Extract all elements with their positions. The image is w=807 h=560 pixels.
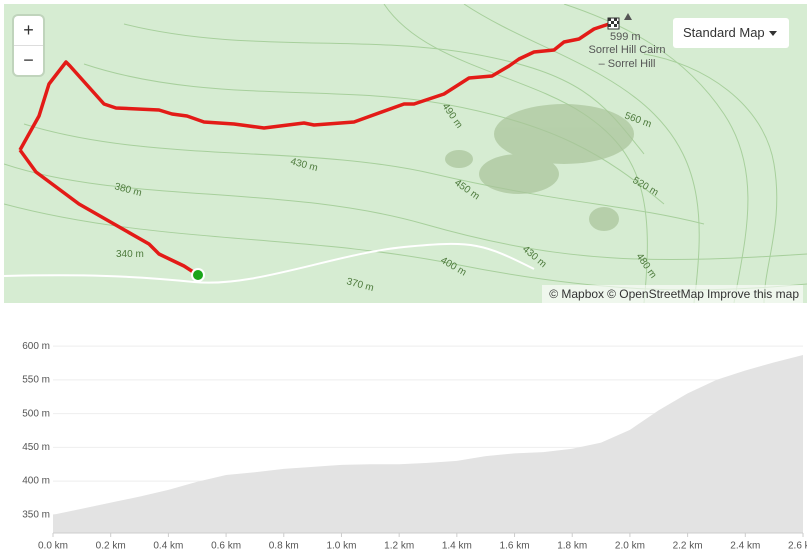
attribution-link[interactable]: © Mapbox (549, 287, 605, 301)
attribution: © Mapbox © OpenStreetMap Improve this map (542, 285, 803, 303)
peak-name: Sorrel Hill Cairn (588, 44, 665, 56)
contour-label: 380 m (113, 181, 143, 199)
contour-label: 340 m (116, 249, 144, 260)
x-tick-label: 2.6 km (788, 541, 807, 552)
y-tick-label: 550 m (22, 375, 50, 386)
elevation-area (53, 354, 803, 533)
x-tick-label: 1.0 km (326, 541, 356, 552)
zoom-out[interactable]: − (14, 45, 43, 75)
x-tick-label: 0.6 km (211, 541, 241, 552)
x-tick-label: 1.4 km (442, 541, 472, 552)
y-tick-label: 350 m (22, 509, 50, 520)
contour-label: 430 m (520, 244, 548, 270)
contour-label: 400 m (439, 255, 469, 278)
attribution-link[interactable]: Improve this map (706, 287, 799, 301)
zoom-control: + − (14, 16, 43, 75)
x-tick-label: 1.8 km (557, 541, 587, 552)
x-tick-label: 2.4 km (730, 541, 760, 552)
contour-label: 520 m (631, 175, 661, 198)
y-tick-label: 600 m (22, 341, 50, 352)
y-tick-label: 400 m (22, 476, 50, 487)
x-tick-label: 1.2 km (384, 541, 414, 552)
contour-label: 490 m (440, 101, 465, 130)
x-tick-label: 0.4 km (153, 541, 183, 552)
attribution-link[interactable]: © OpenStreetMap (607, 287, 704, 301)
peak-elevation: 599 m (610, 31, 641, 43)
x-tick-label: 2.2 km (673, 541, 703, 552)
peak-name: – Sorrel Hill (599, 58, 656, 70)
map-canvas: 599 m Sorrel Hill Cairn – Sorrel Hill 56… (4, 4, 807, 303)
zoom-in[interactable]: + (23, 20, 34, 40)
y-tick-label: 500 m (22, 408, 50, 419)
contour-label: 370 m (345, 276, 375, 294)
elevation-chart: 350 m 400 m 450 m 500 m 550 m 600 m 0.0 km 0.2 … (22, 341, 807, 552)
y-tick-label: 450 m (22, 442, 50, 453)
x-tick-label: 0.2 km (96, 541, 126, 552)
x-tick-label: 0.8 km (269, 541, 299, 552)
x-tick-label: 0.0 km (38, 541, 68, 552)
map-style-select[interactable]: Standard Map (673, 18, 789, 48)
x-tick-label: 2.0 km (615, 541, 645, 552)
map[interactable]: 599 m Sorrel Hill Cairn – Sorrel Hill 56… (4, 4, 807, 303)
x-tick-label: 1.6 km (500, 541, 530, 552)
contour-label: 430 m (289, 156, 319, 174)
